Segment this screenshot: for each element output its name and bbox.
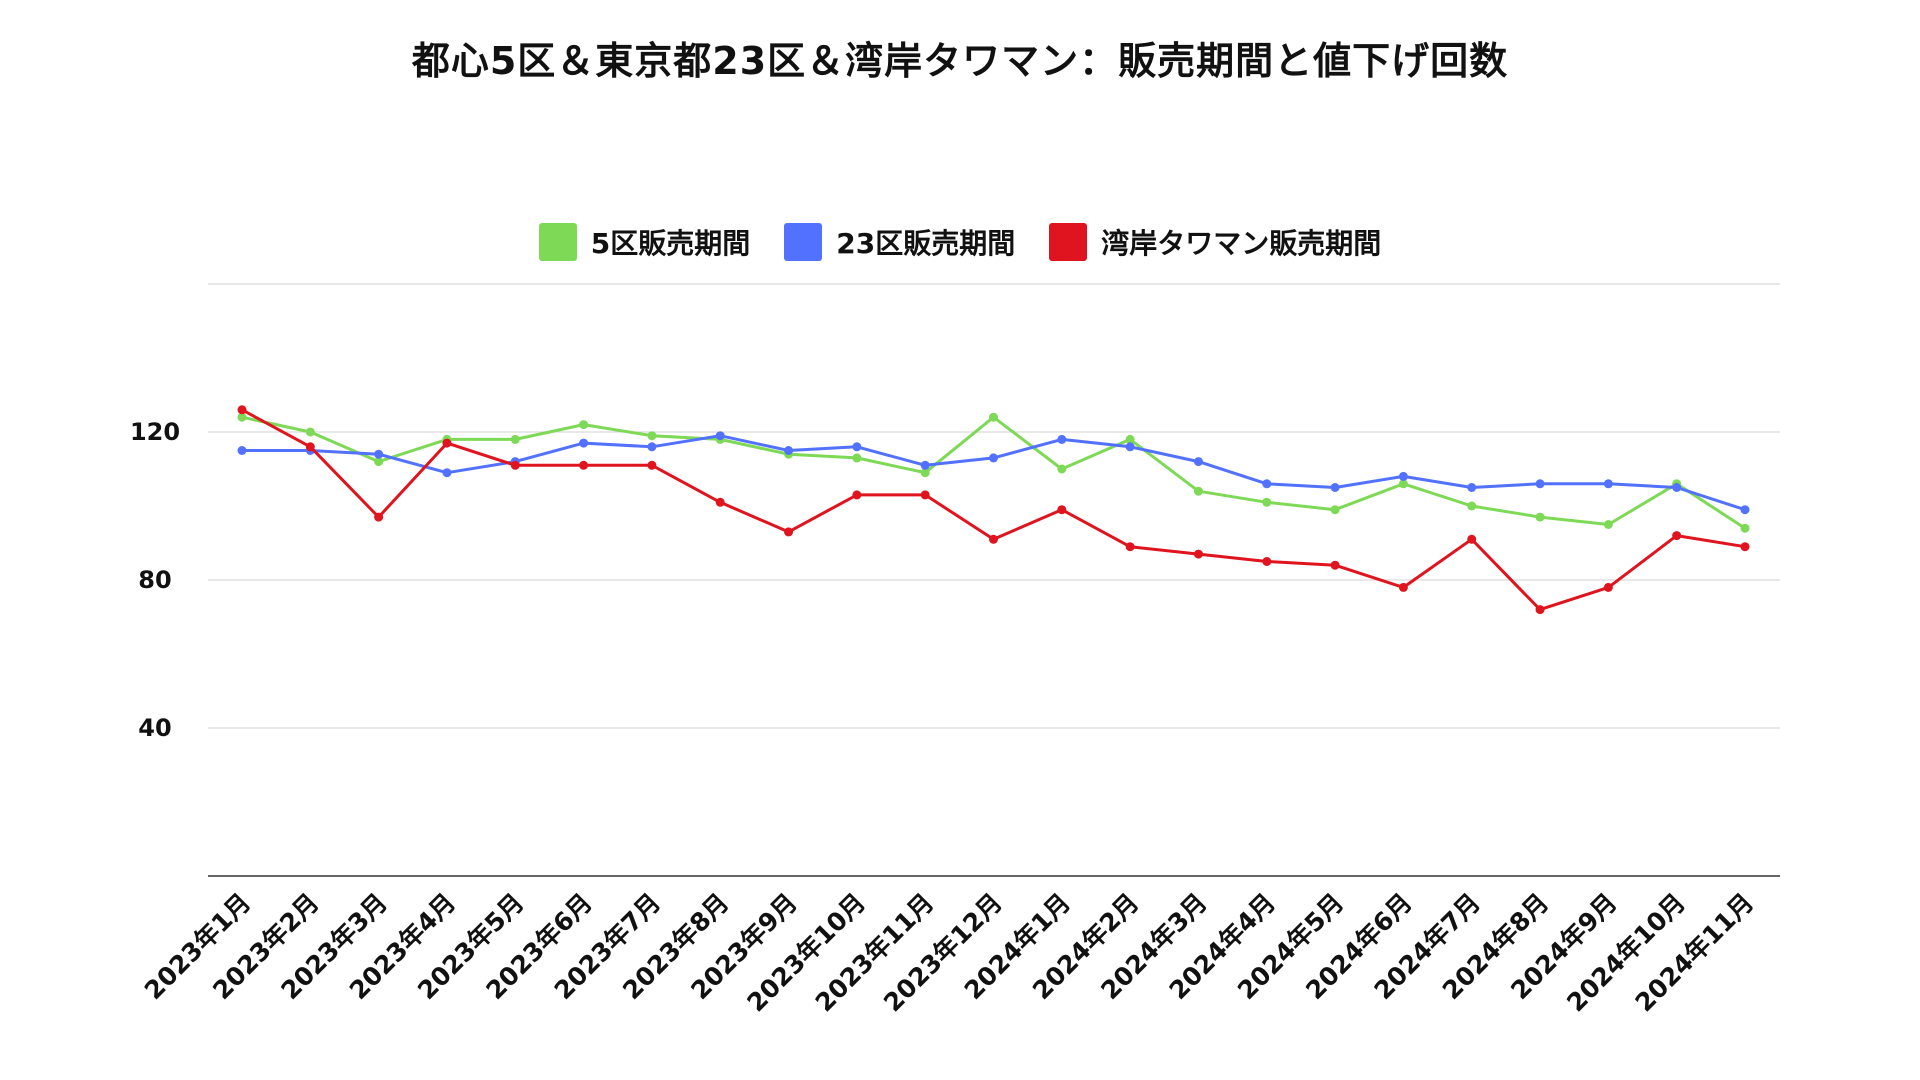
data-point	[989, 412, 998, 422]
data-point	[647, 442, 657, 452]
legend-swatch-23ku	[784, 223, 823, 261]
data-point	[920, 468, 930, 478]
legend-label-wangan: 湾岸タワマン販売期間	[1101, 227, 1382, 260]
data-point	[715, 431, 725, 441]
data-point	[852, 442, 862, 452]
series-group	[237, 405, 1750, 615]
data-point	[1740, 542, 1750, 552]
data-point	[1057, 464, 1067, 474]
data-point	[1193, 457, 1203, 467]
data-point	[1057, 434, 1067, 444]
data-point	[1330, 483, 1340, 492]
data-point	[1125, 434, 1135, 444]
data-point	[442, 468, 452, 478]
x-tick-label: 2023年12月	[878, 888, 1008, 1018]
data-point	[1467, 483, 1477, 492]
data-point	[1740, 523, 1750, 533]
data-point	[442, 438, 452, 448]
data-point	[1672, 531, 1682, 541]
data-point	[1262, 479, 1272, 489]
y-tick-label: 40	[138, 714, 171, 742]
data-point	[237, 446, 247, 455]
x-tick-label: 2024年11月	[1630, 888, 1760, 1018]
series-1	[237, 431, 1750, 515]
data-point	[305, 442, 315, 452]
data-point	[1125, 442, 1135, 452]
legend-label-23ku: 23区販売期間	[836, 227, 1016, 260]
data-point	[715, 497, 725, 507]
data-point	[647, 460, 657, 470]
data-point	[852, 453, 862, 463]
data-point	[1125, 542, 1135, 552]
data-point	[920, 490, 930, 500]
series-line	[240, 415, 1747, 530]
legend-swatch-wangan	[1049, 223, 1088, 261]
data-point	[784, 446, 794, 455]
data-point	[579, 460, 589, 470]
legend-item-23ku: 23区販売期間	[784, 222, 1015, 262]
data-point	[374, 512, 384, 522]
data-point	[1057, 505, 1067, 515]
data-point	[1398, 471, 1408, 481]
data-point	[510, 434, 520, 444]
data-point	[579, 438, 589, 448]
data-point	[1535, 479, 1545, 489]
data-point	[1398, 582, 1408, 592]
data-point	[1603, 520, 1613, 529]
data-point	[1467, 501, 1477, 511]
data-point	[579, 420, 589, 430]
x-axis-ticks: 2023年1月2023年2月2023年3月2023年4月2023年5月2023年…	[139, 888, 1759, 1018]
data-point	[1603, 479, 1613, 489]
series-2	[237, 405, 1750, 615]
data-point	[1193, 486, 1203, 496]
legend-swatch-5ku	[538, 223, 577, 261]
gridlines	[208, 283, 1780, 877]
series-line	[240, 434, 1747, 512]
x-tick-label: 2023年11月	[810, 888, 940, 1018]
data-point	[989, 453, 998, 463]
data-point	[1672, 483, 1682, 492]
data-point	[1603, 582, 1613, 592]
data-point	[374, 449, 384, 459]
data-point	[647, 431, 657, 441]
series-0	[237, 412, 1750, 533]
y-tick-label: 80	[138, 566, 171, 594]
legend: 5区販売期間 23区販売期間 湾岸タワマン販売期間	[0, 222, 1920, 262]
y-axis-ticks: 40 80 120	[130, 418, 180, 742]
data-point	[1330, 560, 1340, 570]
data-point	[374, 457, 384, 467]
data-point	[1193, 549, 1203, 559]
data-point	[989, 534, 998, 544]
x-tick-label: 2023年10月	[741, 888, 871, 1018]
data-point	[1330, 505, 1340, 515]
data-point	[1262, 557, 1272, 566]
data-point	[1535, 512, 1545, 522]
x-tick-label: 2024年10月	[1561, 888, 1691, 1018]
data-point	[852, 490, 862, 500]
data-point	[237, 405, 247, 415]
data-point	[510, 460, 520, 470]
data-point	[1467, 534, 1477, 544]
legend-item-5ku: 5区販売期間	[538, 222, 751, 262]
data-point	[1740, 505, 1750, 515]
data-point	[1398, 479, 1408, 489]
y-tick-label: 120	[130, 418, 180, 446]
data-point	[1535, 605, 1545, 615]
legend-label-5ku: 5区販売期間	[590, 227, 751, 260]
data-point	[784, 527, 794, 537]
data-point	[237, 412, 247, 422]
chart-title: 都心5区＆東京都23区＆湾岸タワマン：販売期間と値下げ回数	[411, 39, 1509, 83]
legend-item-wangan: 湾岸タワマン販売期間	[1049, 222, 1381, 262]
data-point	[305, 427, 315, 437]
data-point	[1262, 497, 1272, 507]
data-point	[920, 460, 930, 470]
